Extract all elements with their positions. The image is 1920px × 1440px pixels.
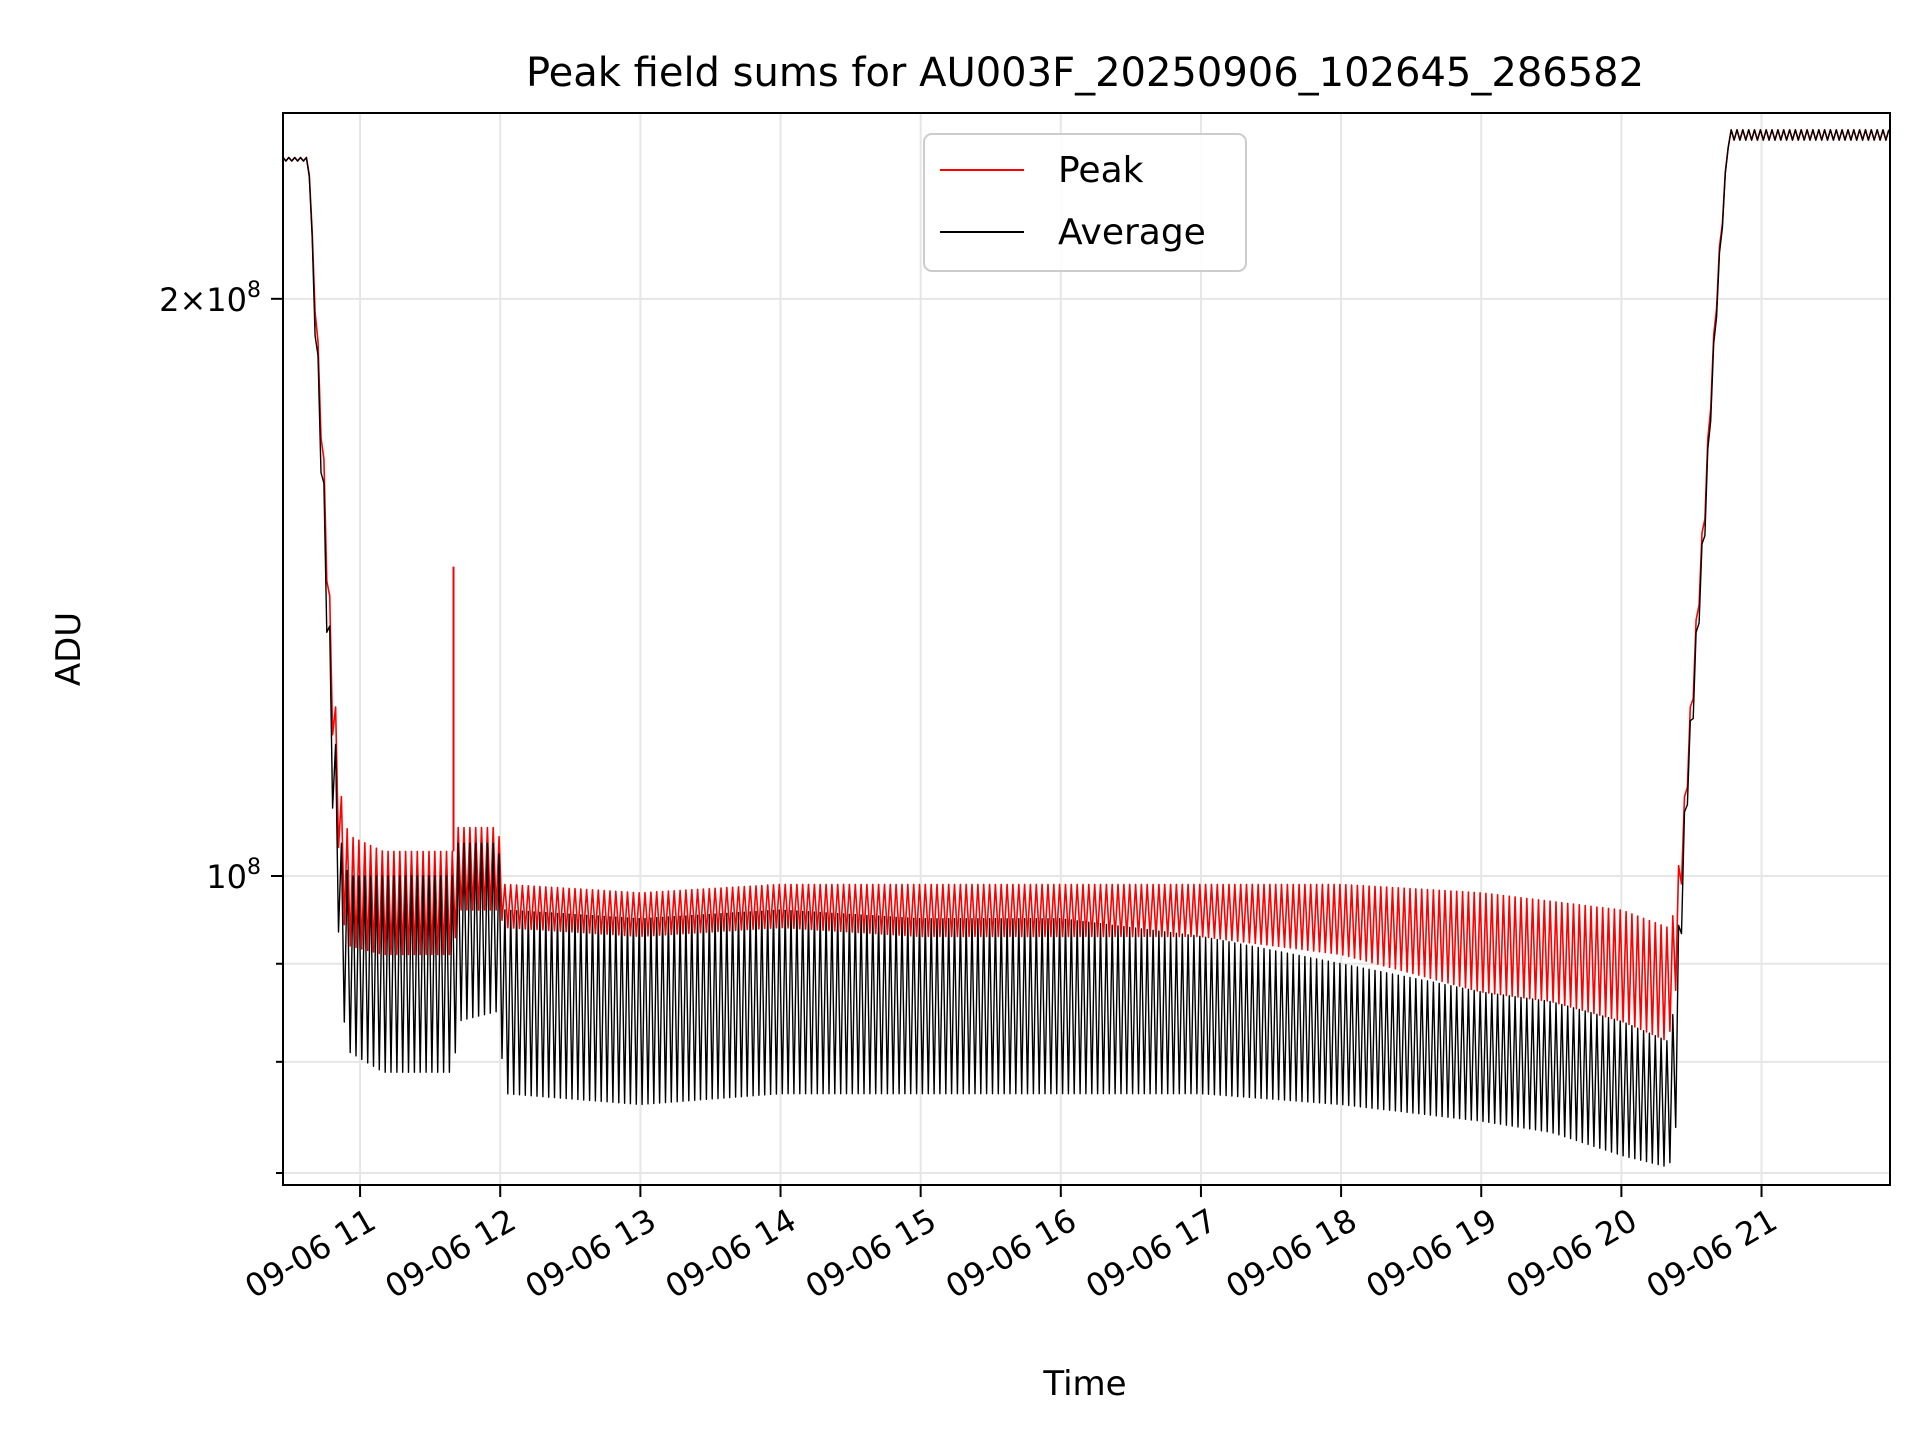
legend: Peak Average: [923, 133, 1247, 272]
y-axis-label: ADU: [49, 612, 89, 686]
x-axis-label: Time: [1042, 1364, 1126, 1404]
legend-label-average: Average: [1058, 212, 1206, 253]
y-axis: 108 2×108: [159, 278, 283, 1175]
plot-frame: [282, 112, 1891, 1186]
grid: [283, 113, 1890, 1185]
y-tick-label: 2×108: [159, 278, 261, 319]
series-line-peak: [283, 129, 1890, 1041]
series-line-average: [283, 129, 1890, 1167]
chart-title: Peak field sums for AU003F_20250906_1026…: [526, 50, 1644, 96]
y-tick-label: 108: [206, 855, 261, 896]
legend-box: [923, 133, 1247, 272]
series-layer: [283, 129, 1890, 1167]
legend-label-peak: Peak: [1058, 150, 1144, 191]
